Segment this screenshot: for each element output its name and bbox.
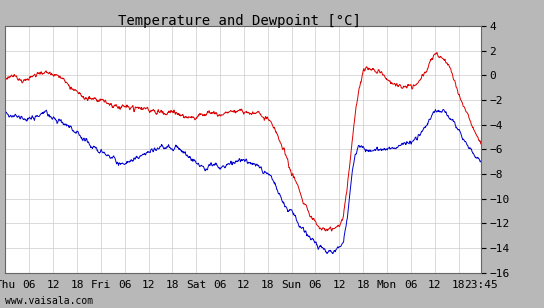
Text: www.vaisala.com: www.vaisala.com	[5, 297, 94, 306]
Text: Temperature and Dewpoint [°C]: Temperature and Dewpoint [°C]	[118, 14, 361, 28]
